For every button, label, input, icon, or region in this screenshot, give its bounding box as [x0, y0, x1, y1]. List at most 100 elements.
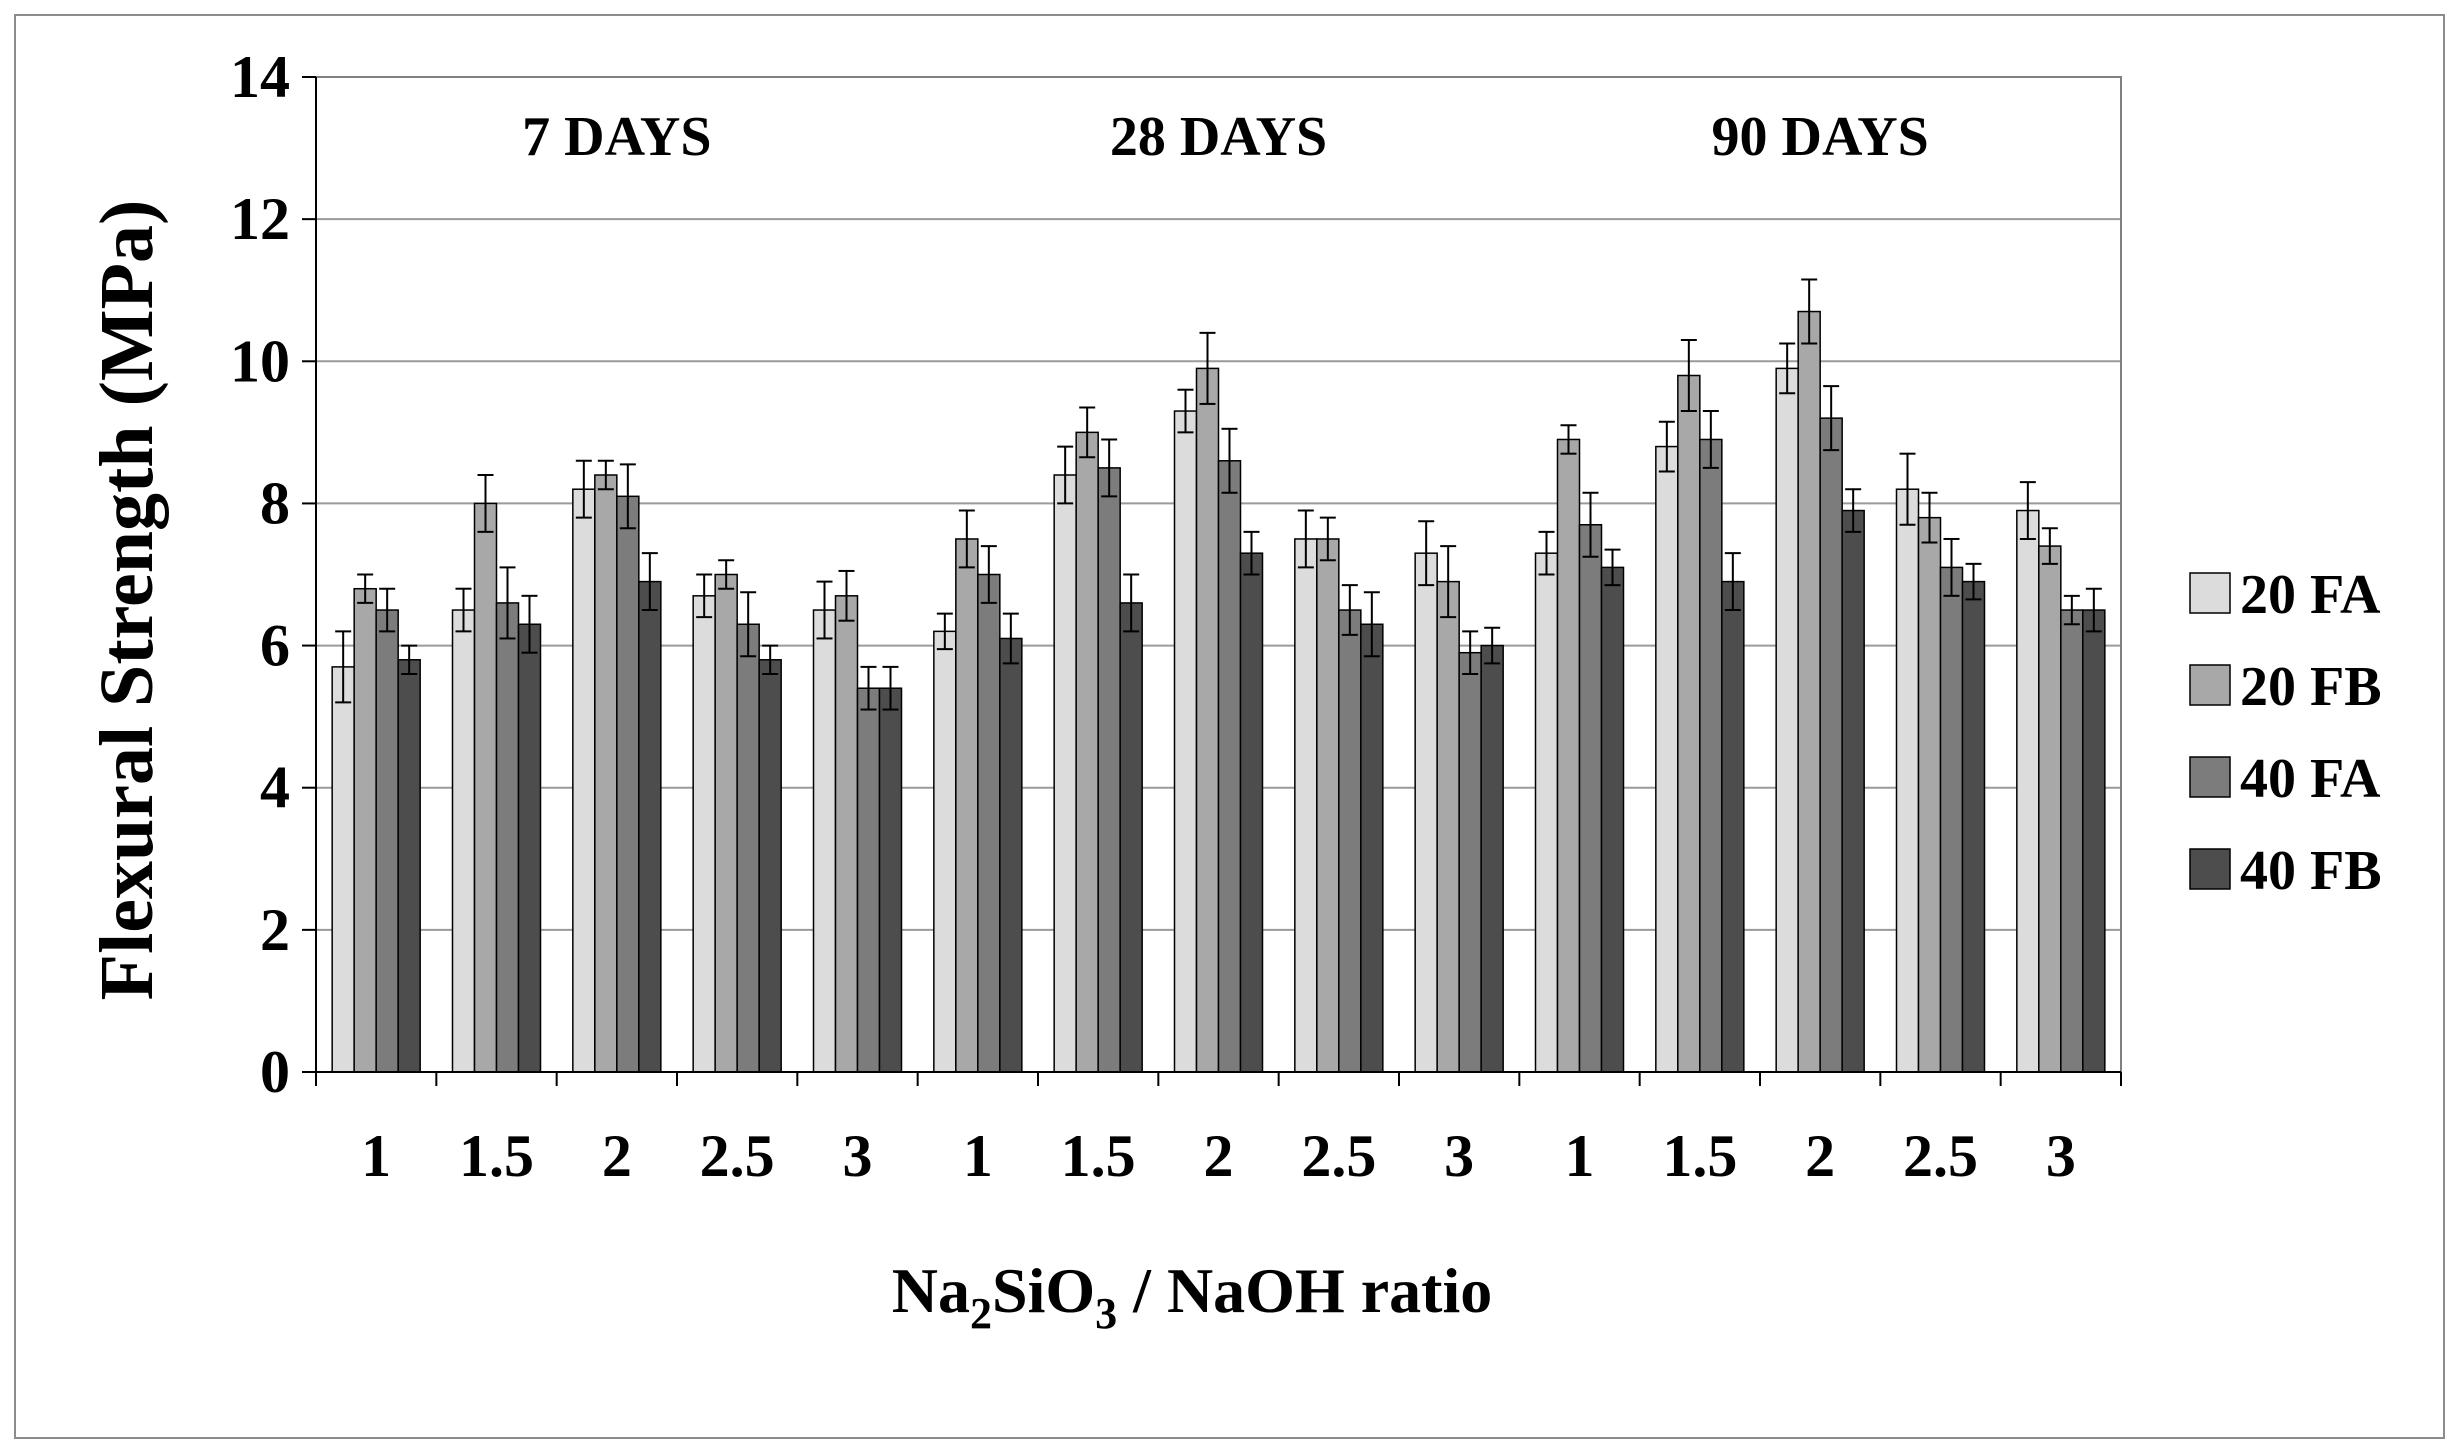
group-label: 90 DAYS — [1712, 106, 1929, 168]
x-tick-label: 2.5 — [1903, 1123, 1978, 1189]
bar — [878, 687, 903, 1073]
bar — [736, 623, 760, 1073]
y-tick-label: 6 — [260, 613, 290, 679]
group-label: 28 DAYS — [1110, 106, 1327, 168]
bar — [473, 502, 498, 1073]
labels-layer: 0 2 4 6 8 10 12 14 1 1.5 2 2.5 3 1 1.5 2 2.5 3 1 1.5 2 2.5 3 7 … — [230, 44, 2076, 1189]
bar — [1775, 367, 1799, 1073]
y-tick-label: 8 — [260, 470, 290, 536]
x-axis-title-sub: 3 — [1095, 1289, 1117, 1338]
bar — [1195, 367, 1220, 1073]
bar — [714, 573, 738, 1073]
bar — [1841, 509, 1865, 1073]
bar — [1338, 609, 1362, 1073]
bar — [1721, 580, 1745, 1073]
bar — [1316, 538, 1340, 1073]
bar — [1480, 644, 1504, 1073]
x-tick-label: 3 — [2046, 1123, 2076, 1189]
x-tick-label: 3 — [1444, 1123, 1474, 1189]
bar — [692, 595, 716, 1073]
x-tick-label: 1.5 — [459, 1123, 534, 1189]
y-tick-label: 14 — [230, 44, 290, 110]
x-tick-label: 2 — [1204, 1123, 1234, 1189]
bar — [1699, 438, 1723, 1073]
bar — [933, 630, 957, 1073]
bar — [1119, 602, 1143, 1073]
bar — [977, 573, 1001, 1073]
bar — [758, 659, 782, 1073]
x-tick-label: 1.5 — [1662, 1123, 1737, 1189]
y-tick-label: 10 — [230, 328, 290, 394]
y-tick-label: 0 — [260, 1039, 290, 1105]
bar — [495, 602, 520, 1073]
x-axis-title-part: Na — [892, 1255, 970, 1326]
x-axis-title-part: SiO — [992, 1255, 1095, 1326]
bar — [1239, 552, 1264, 1073]
bar — [1600, 566, 1625, 1073]
bar — [638, 580, 662, 1073]
bar — [1578, 524, 1603, 1073]
bars-layer — [331, 278, 2106, 1073]
bar — [1294, 538, 1318, 1073]
bar — [2060, 609, 2084, 1073]
x-tick-label: 2.5 — [700, 1123, 775, 1189]
bar — [955, 538, 979, 1073]
y-tick-label: 12 — [230, 186, 290, 252]
y-tick-label: 4 — [260, 755, 290, 821]
bar — [1939, 566, 1964, 1073]
bar — [1895, 488, 1920, 1073]
legend-swatch — [2189, 664, 2231, 706]
legend-label: 20 FB — [2240, 656, 2382, 718]
legend-label: 40 FB — [2240, 840, 2382, 902]
bar — [1677, 374, 1701, 1073]
group-label: 7 DAYS — [522, 106, 711, 168]
bar — [594, 474, 618, 1073]
axes-layer — [302, 76, 2122, 1086]
bar — [1360, 623, 1384, 1073]
x-axis-title-part: / NaOH ratio — [1117, 1255, 1492, 1326]
x-axis-title-sub: 2 — [970, 1289, 992, 1338]
x-tick-label: 2 — [602, 1123, 632, 1189]
bar — [572, 488, 596, 1073]
bar — [999, 637, 1023, 1073]
x-tick-label: 1 — [1565, 1123, 1595, 1189]
x-tick-label: 2 — [1805, 1123, 1835, 1189]
x-tick-label: 1 — [963, 1123, 993, 1189]
x-tick-label: 2.5 — [1301, 1123, 1376, 1189]
legend-label: 40 FA — [2240, 748, 2381, 810]
legend: 20 FA 20 FB 40 FA 40 FB — [2189, 564, 2382, 902]
legend-swatch — [2189, 848, 2231, 890]
bar — [397, 659, 421, 1073]
y-axis-title: Flexural Strength (MPa) — [85, 200, 169, 1001]
bar — [1655, 445, 1679, 1073]
legend-swatch — [2189, 572, 2231, 614]
bar — [517, 623, 542, 1073]
bar — [1436, 580, 1460, 1073]
bar — [451, 609, 476, 1073]
bar — [1173, 410, 1198, 1073]
bar — [331, 666, 355, 1073]
bar — [856, 687, 881, 1073]
bar — [1556, 438, 1581, 1073]
bar — [1917, 516, 1942, 1073]
bar — [2038, 545, 2062, 1073]
x-axis-title: Na2SiO3 / NaOH ratio — [892, 1255, 1492, 1338]
bar — [1075, 431, 1099, 1073]
bar — [1097, 467, 1121, 1073]
bar — [2016, 509, 2040, 1073]
x-tick-label: 3 — [843, 1123, 873, 1189]
y-tick-label: 2 — [260, 897, 290, 963]
bar — [353, 587, 377, 1073]
bar — [1414, 552, 1438, 1073]
bar — [834, 595, 859, 1073]
x-tick-label: 1.5 — [1061, 1123, 1136, 1189]
bar — [1961, 580, 1986, 1073]
bar — [1217, 460, 1242, 1073]
bar — [1053, 474, 1077, 1073]
legend-label: 20 FA — [2240, 564, 2381, 626]
bar — [812, 609, 837, 1073]
bar — [1797, 310, 1821, 1073]
bar — [1819, 417, 1843, 1073]
x-tick-label: 1 — [361, 1123, 391, 1189]
